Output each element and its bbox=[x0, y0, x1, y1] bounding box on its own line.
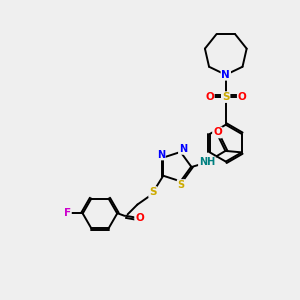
Text: O: O bbox=[205, 92, 214, 102]
Text: N: N bbox=[157, 150, 165, 160]
Text: S: S bbox=[222, 92, 230, 102]
Text: O: O bbox=[213, 128, 222, 137]
Text: S: S bbox=[149, 187, 157, 197]
Text: O: O bbox=[238, 92, 247, 102]
Text: N: N bbox=[221, 70, 230, 80]
Text: N: N bbox=[179, 144, 187, 154]
Text: NH: NH bbox=[199, 157, 215, 167]
Text: S: S bbox=[178, 180, 185, 190]
Text: F: F bbox=[64, 208, 71, 218]
Text: O: O bbox=[135, 213, 144, 223]
